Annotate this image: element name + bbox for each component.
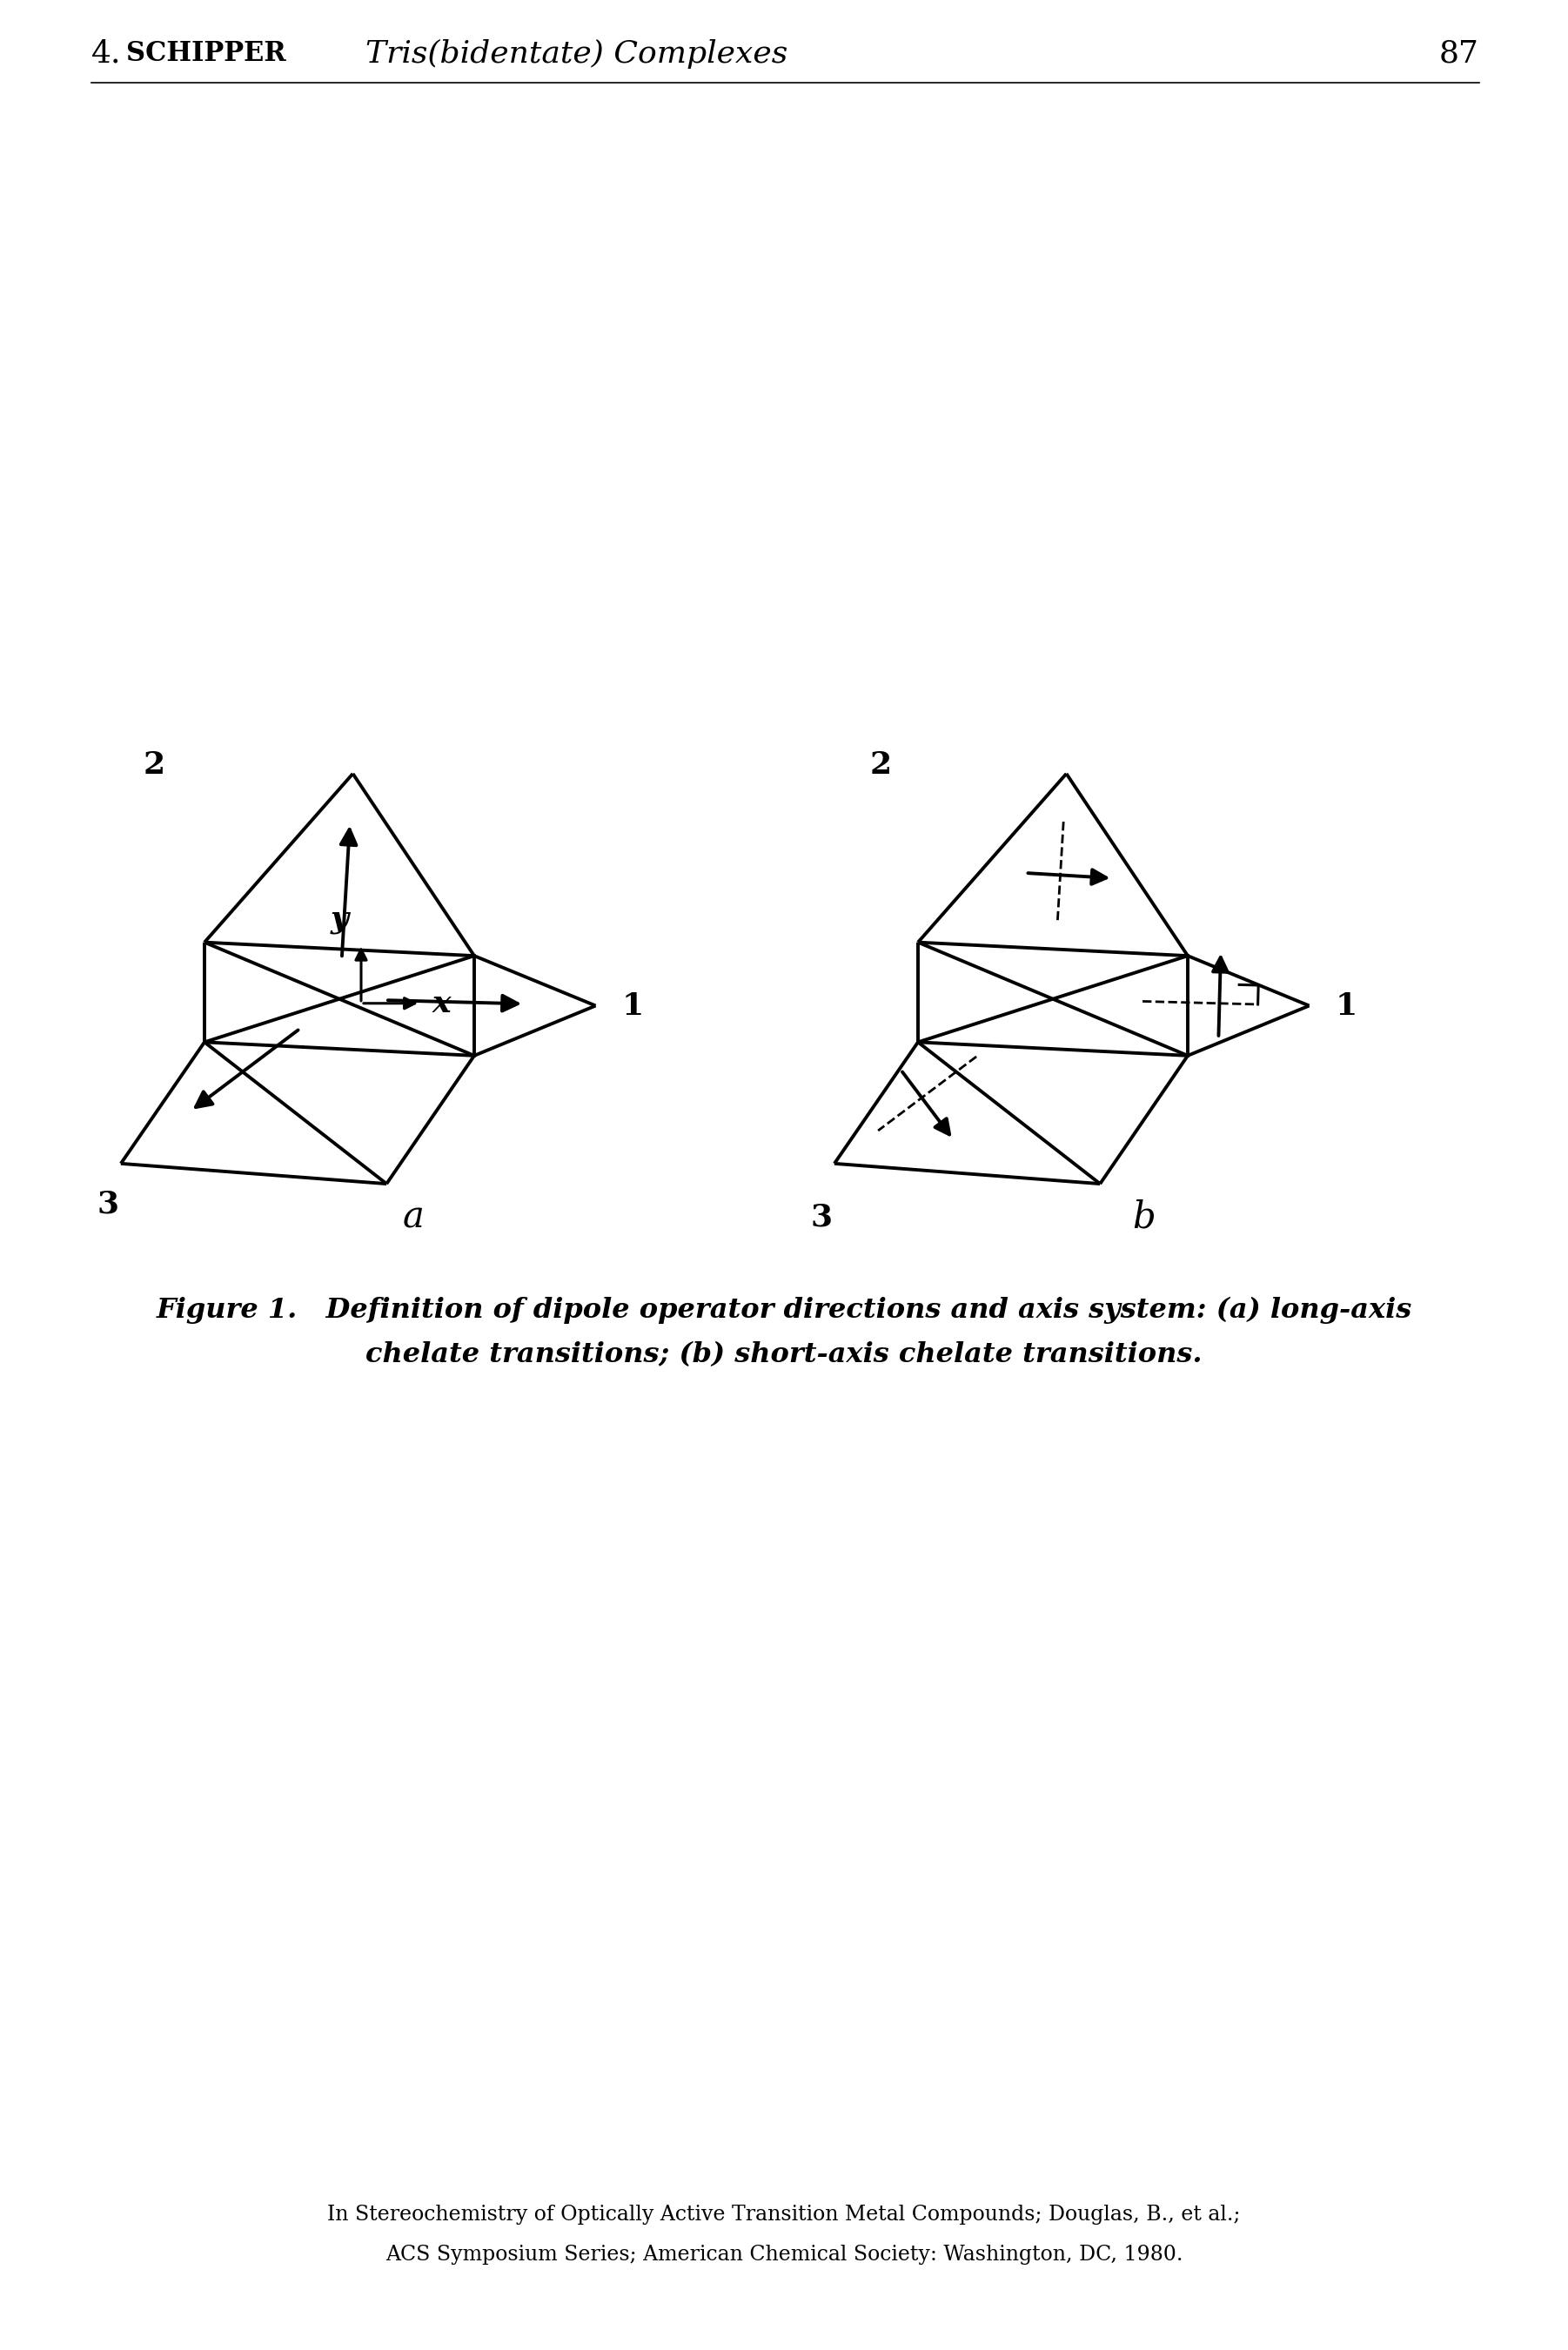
Text: 87: 87 — [1439, 40, 1479, 68]
Text: y: y — [331, 905, 348, 933]
Text: 2: 2 — [143, 750, 165, 780]
Text: Tris(bidentate) Complexes: Tris(bidentate) Complexes — [365, 40, 787, 68]
Text: x: x — [433, 989, 452, 1018]
Text: chelate transitions; (b) short-axis chelate transitions.: chelate transitions; (b) short-axis chel… — [365, 1342, 1203, 1368]
Text: 3: 3 — [97, 1189, 119, 1220]
Text: SCHIPPER: SCHIPPER — [125, 40, 285, 68]
Text: 2: 2 — [870, 750, 892, 780]
Text: 1: 1 — [1336, 992, 1358, 1020]
Text: 4.: 4. — [91, 40, 121, 68]
Text: b: b — [1132, 1198, 1156, 1236]
Text: ACS Symposium Series; American Chemical Society: Washington, DC, 1980.: ACS Symposium Series; American Chemical … — [386, 2244, 1182, 2265]
Text: 3: 3 — [811, 1203, 833, 1231]
Text: In Stereochemistry of Optically Active Transition Metal Compounds; Douglas, B., : In Stereochemistry of Optically Active T… — [328, 2204, 1240, 2225]
Text: a: a — [403, 1198, 423, 1236]
Text: Figure 1.   Definition of dipole operator directions and axis system: (a) long-a: Figure 1. Definition of dipole operator … — [157, 1297, 1411, 1323]
Text: 1: 1 — [622, 992, 644, 1020]
